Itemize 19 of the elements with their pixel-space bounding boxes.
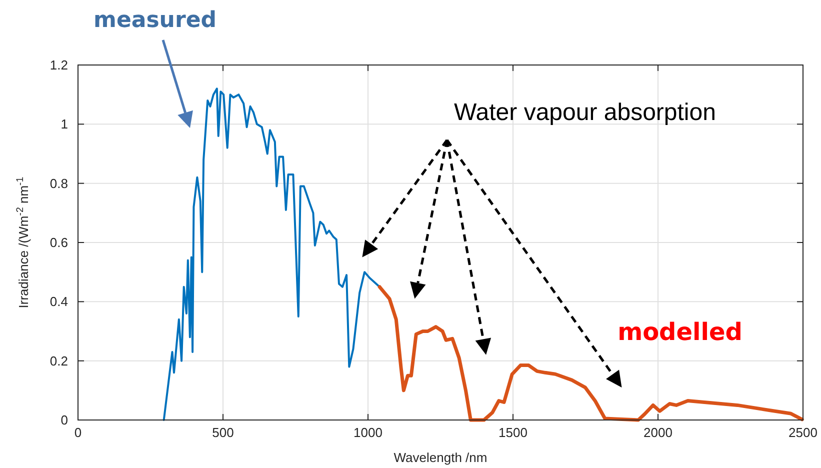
x-tick-label: 2000 — [644, 425, 672, 440]
line-series — [378, 285, 804, 422]
y-tick-label: 0.4 — [50, 294, 68, 310]
y-tick-label: 0.8 — [50, 176, 68, 191]
y-tick-label: 0.6 — [50, 235, 68, 250]
line-series — [162, 88, 381, 421]
y-tick-label: 1 — [60, 116, 68, 132]
y-tick-label: 0 — [60, 412, 68, 428]
y-tick-label: 0.2 — [50, 353, 68, 368]
x-tick-label: 0 — [74, 425, 82, 440]
x-tick-label: 1500 — [498, 425, 528, 440]
x-tick-label: 500 — [212, 425, 234, 440]
y-tick-label: 1.2 — [50, 58, 68, 73]
x-axis-title: Wavelength /nm — [394, 450, 488, 465]
x-tick-label: 1000 — [354, 425, 382, 440]
text: measured — [94, 8, 216, 33]
x-tick-label: 2500 — [788, 425, 818, 440]
annotation: modelled — [618, 318, 742, 346]
annotation: Water vapour absorption — [454, 99, 716, 126]
